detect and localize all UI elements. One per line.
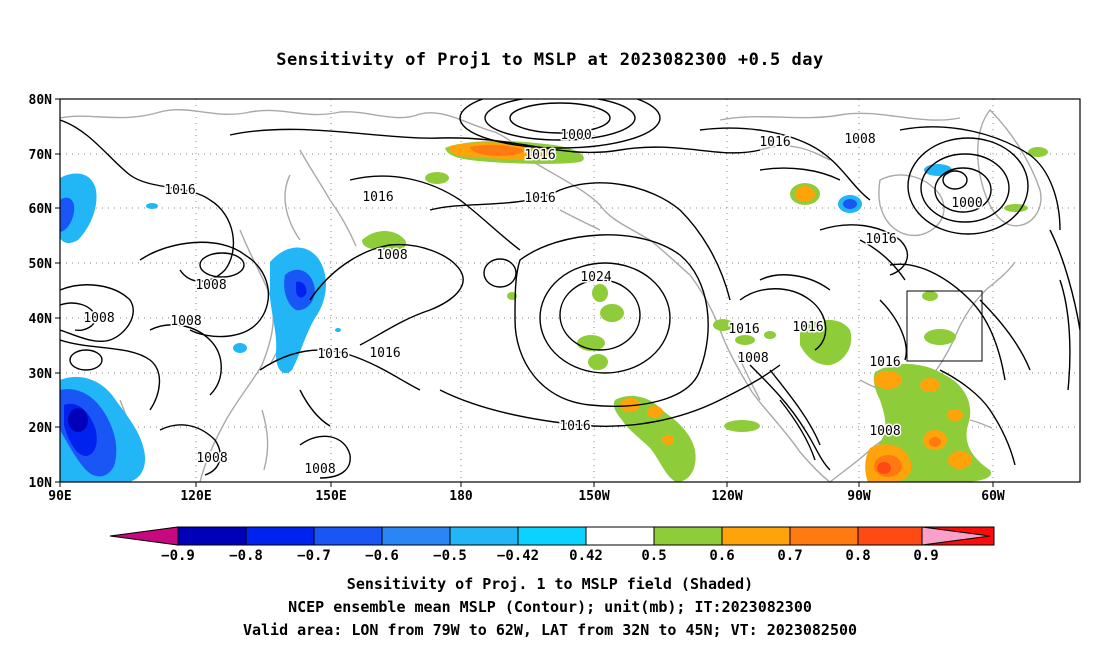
lat-label: 50N [29, 257, 53, 272]
contour-label: 1016 [792, 320, 823, 335]
latitude-labels: 80N 70N 60N 50N 40N 30N 20N 10N [29, 93, 53, 491]
colorbar-label: −0.5 [433, 548, 467, 564]
map-frame [59, 98, 1081, 483]
contour-label: 1008 [196, 451, 227, 466]
colorbar-swatch [585, 526, 655, 546]
lon-label: 90W [847, 489, 871, 504]
contour-label: 1008 [376, 248, 407, 263]
contour-label: 1016 [369, 346, 400, 361]
plot-title: Sensitivity of Proj1 to MSLP at 20230823… [276, 50, 824, 70]
colorbar-swatch [721, 526, 791, 546]
colorbar-label: 0.8 [845, 548, 870, 564]
lon-label: 180 [449, 489, 473, 504]
lon-label: 120E [180, 489, 211, 504]
contour-label: 1008 [83, 311, 114, 326]
color-bar: −0.9 −0.8 −0.7 −0.6 −0.5 −0.42 0.42 0.5 0.6 0.7 0.… [109, 526, 995, 564]
contour-label: 1016 [759, 135, 790, 150]
longitude-labels: 90E 120E 150E 180 150W 120W 90W 60W [48, 489, 1005, 504]
contour-label: 1008 [869, 424, 900, 439]
contour-label: 1008 [304, 462, 335, 477]
contour-label: 1008 [195, 278, 226, 293]
contour-label: 1000 [951, 196, 982, 211]
lat-label: 20N [29, 421, 53, 436]
colorbar-label: 0.7 [777, 548, 802, 564]
caption-line-2: NCEP ensemble mean MSLP (Contour); unit(… [288, 598, 812, 616]
colorbar-swatch [789, 526, 859, 546]
contour-label: 1008 [844, 132, 875, 147]
contour-label: 1024 [580, 270, 611, 285]
lon-label: 150W [578, 489, 609, 504]
contour-label: 1016 [524, 148, 555, 163]
colorbar-high-arrow [921, 526, 991, 546]
colorbar-swatch [517, 526, 587, 546]
valid-area-box [906, 290, 983, 362]
colorbar-swatch [177, 526, 247, 546]
caption-line-3: Valid area: LON from 79W to 62W, LAT fro… [242, 621, 858, 639]
colorbar-swatch [857, 526, 927, 546]
colorbar-swatch [313, 526, 383, 546]
lon-label: 120W [711, 489, 742, 504]
colorbar-label: 0.6 [709, 548, 734, 564]
contour-label: 1016 [728, 322, 759, 337]
lat-label: 70N [29, 148, 53, 163]
lat-label: 40N [29, 312, 53, 327]
lon-label: 90E [48, 489, 71, 504]
colorbar-label: −0.9 [161, 548, 195, 564]
contour-label: 1016 [362, 190, 393, 205]
contour-label: 1016 [317, 347, 348, 362]
contour-labels: 1000 1016 1016 1008 1016 1016 1016 1000 1016 1008… [82, 127, 984, 479]
lat-label: 30N [29, 367, 53, 382]
lat-label: 60N [29, 202, 53, 217]
colorbar-label: 0.5 [641, 548, 666, 564]
contour-label: 1016 [869, 355, 900, 370]
colorbar-label: −0.8 [229, 548, 263, 564]
sensitivity-shading [60, 141, 1048, 482]
contour-label: 1016 [559, 419, 590, 434]
colorbar-swatch [449, 526, 519, 546]
contour-label: 1016 [164, 183, 195, 198]
lat-label: 10N [29, 476, 53, 491]
contour-label: 1016 [524, 191, 555, 206]
contour-label: 1000 [560, 128, 591, 143]
colorbar-label: 0.42 [569, 548, 603, 564]
contour-label: 1008 [170, 314, 201, 329]
contour-label: 1016 [865, 232, 896, 247]
axis-ticks [55, 98, 994, 487]
colorbar-label: −0.6 [365, 548, 399, 564]
colorbar-label: −0.42 [497, 548, 539, 564]
colorbar-label: 0.9 [913, 548, 938, 564]
caption-line-1: Sensitivity of Proj. 1 to MSLP field (Sh… [346, 575, 754, 593]
contour-label: 1008 [737, 351, 768, 366]
lon-label: 60W [981, 489, 1005, 504]
colorbar-low-arrow [109, 526, 179, 546]
lon-label: 150E [315, 489, 346, 504]
mslp-contours [60, 99, 1080, 479]
colorbar-swatch [381, 526, 451, 546]
lat-label: 80N [29, 93, 53, 108]
colorbar-label: −0.7 [297, 548, 331, 564]
colorbar-swatch [653, 526, 723, 546]
colorbar-swatch [245, 526, 315, 546]
